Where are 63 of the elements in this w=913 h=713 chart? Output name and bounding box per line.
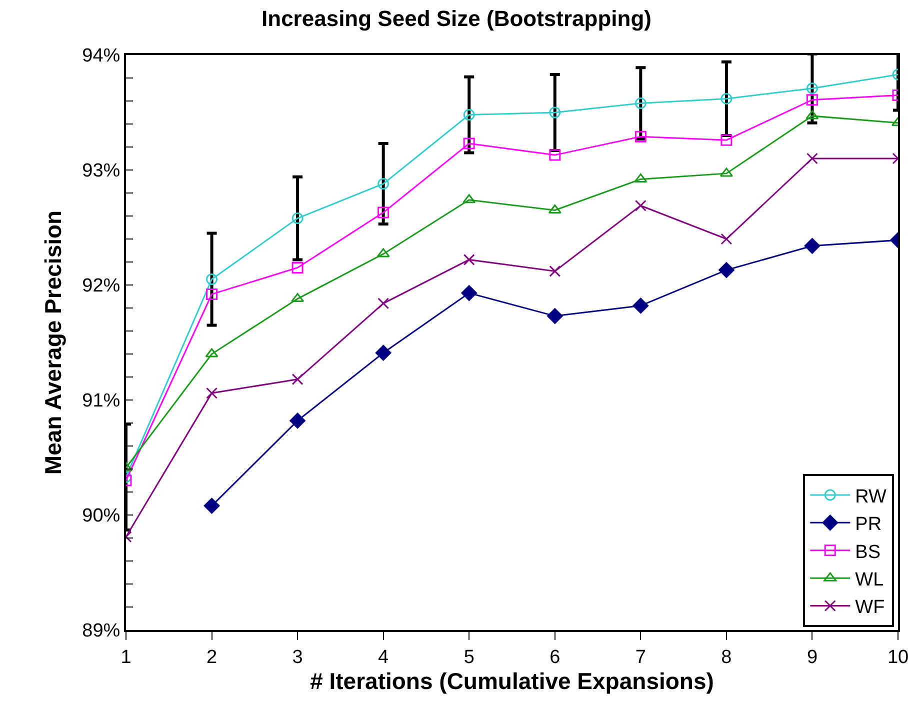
point <box>206 288 218 300</box>
y-axis-title: Mean Average Precision <box>40 210 66 475</box>
point <box>720 92 732 104</box>
point <box>375 344 392 361</box>
point <box>206 387 218 399</box>
point <box>720 134 732 146</box>
point <box>634 130 646 142</box>
x-tick-label: 3 <box>292 646 303 668</box>
legend-label: WL <box>855 569 884 590</box>
x-tick-label: 9 <box>806 646 818 668</box>
point <box>378 298 390 310</box>
legend-label: WF <box>855 597 885 618</box>
y-tick-label: 89% <box>82 620 120 642</box>
x-tick-label: 6 <box>550 646 560 668</box>
point <box>463 254 475 266</box>
point <box>378 206 390 218</box>
x-tick-label: 10 <box>887 646 909 668</box>
point <box>463 138 475 150</box>
point <box>290 412 306 429</box>
y-tick-label: 91% <box>82 390 120 412</box>
point <box>292 262 304 274</box>
legend-label: PR <box>855 514 882 536</box>
x-tick-label: 4 <box>378 646 390 668</box>
point <box>806 110 819 120</box>
point <box>206 274 218 285</box>
point <box>378 178 390 190</box>
point <box>292 374 304 386</box>
point <box>463 109 475 121</box>
point <box>204 498 220 514</box>
x-tick-label: 2 <box>206 646 218 668</box>
x-axis-title: # Iterations (Cumulative Expansions) <box>310 668 714 694</box>
point <box>720 233 732 245</box>
x-tick-label: 1 <box>120 646 132 668</box>
point <box>549 149 561 161</box>
point <box>549 106 561 118</box>
y-tick-label: 92% <box>82 276 120 297</box>
point <box>720 168 733 177</box>
x-tick-label: 5 <box>464 646 474 668</box>
y-tick-label: 94% <box>82 46 120 67</box>
point <box>806 94 818 106</box>
point <box>461 285 478 301</box>
point <box>292 212 304 224</box>
point <box>634 98 646 110</box>
point <box>634 173 648 182</box>
legend-label: BS <box>855 542 880 563</box>
point <box>549 265 561 277</box>
y-tick-label: 90% <box>82 506 120 527</box>
point <box>806 82 818 94</box>
point <box>291 293 304 302</box>
legend-label: RW <box>855 486 887 508</box>
x-tick-label: 8 <box>721 646 732 668</box>
y-tick-label: 93% <box>82 160 120 182</box>
point <box>634 200 646 212</box>
point <box>632 298 649 314</box>
x-tick-label: 7 <box>635 646 646 668</box>
point <box>718 262 734 278</box>
point <box>546 308 563 324</box>
point <box>804 238 820 254</box>
chart-title: Increasing Seed Size (Bootstrapping) <box>262 6 652 32</box>
point <box>376 248 390 258</box>
point <box>462 194 476 204</box>
point <box>806 152 818 164</box>
point <box>205 348 218 358</box>
